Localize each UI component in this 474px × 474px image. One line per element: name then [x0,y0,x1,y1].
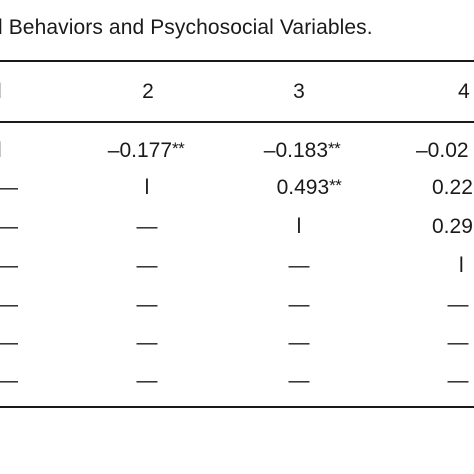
significance-marker: ** [328,139,341,158]
table-cell: 0.29 [432,215,473,238]
cell-value: –0.183 [263,139,328,162]
table-cell: — [0,177,18,198]
table-cell: — [447,331,469,354]
table-cell: –0.183** [263,139,341,162]
table-cell: — [136,369,158,392]
cell-value: –0.177 [107,139,172,162]
table-cell: 0.22 [432,176,473,199]
table-cell: — [288,369,310,392]
table-cell: — [447,369,469,392]
table-cell: — [136,293,158,316]
table-cell: — [0,216,18,237]
table-cell: — [288,331,310,354]
table-cell: — [0,370,18,391]
table-cell: l [144,176,150,199]
significance-marker: ** [172,139,185,158]
column-header: 3 [293,80,305,103]
column-header: 4 [458,80,470,103]
table-cell: — [136,254,158,277]
table-top-rule [0,60,474,62]
table-caption: l Behaviors and Psychosocial Variables. [0,16,373,39]
cell-value: 0.493 [276,176,330,199]
table-cell: — [288,254,310,277]
table-cell: l [459,254,464,277]
table-cell: l [296,215,302,238]
table-cell: — [447,293,469,316]
table-cell: 0.493** [277,177,342,198]
table-cell: –0.02 [416,139,469,162]
table-cell: l [0,140,2,161]
table-header-rule [0,121,474,123]
table-cell: — [0,255,18,276]
table-cell: — [136,331,158,354]
table-cell: — [0,294,18,315]
significance-marker: ** [329,176,342,195]
table-cell: — [288,293,310,316]
table-bottom-rule [0,406,474,408]
table-cell: –0.177** [107,139,185,162]
table-cell: — [136,215,158,238]
column-header: 2 [142,80,154,103]
table-cell: — [0,332,18,353]
column-header: l [0,81,2,102]
